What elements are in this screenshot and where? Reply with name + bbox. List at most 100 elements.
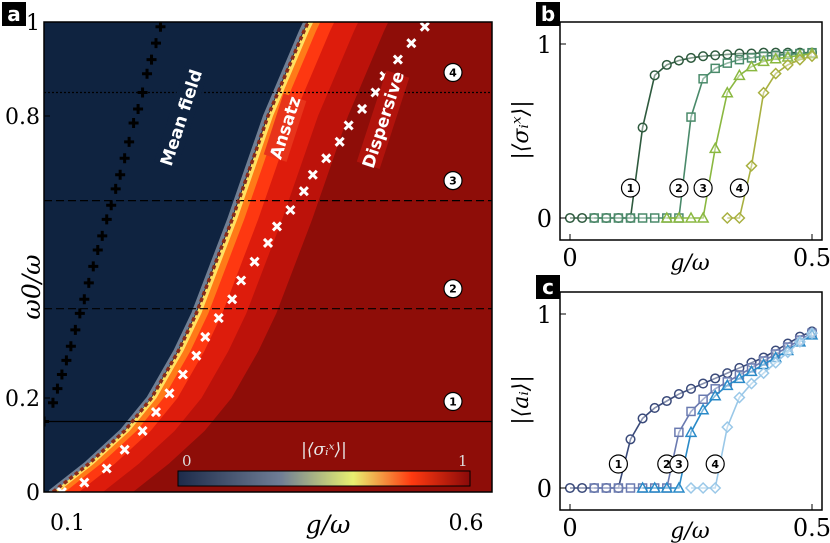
curve-number-text: 3 <box>699 182 707 195</box>
series-1-point <box>577 212 588 224</box>
a-ytick-label: 0 <box>26 481 40 506</box>
series-3-point <box>733 68 746 81</box>
mean-field-point <box>155 22 166 32</box>
curve-number-text: 1 <box>615 458 623 471</box>
series-1-point <box>661 59 672 70</box>
mean-field-point <box>44 416 49 427</box>
series-1-point <box>564 482 576 494</box>
cut-marker-4: 4 <box>443 62 463 83</box>
series-2-point <box>710 384 720 394</box>
dispersive-point <box>285 204 296 216</box>
series-2-point <box>601 483 612 493</box>
series-2-point <box>625 483 636 493</box>
panel-b-xlabel: g/ω <box>670 251 709 276</box>
panel-c-label: c <box>542 275 554 299</box>
phase-boundary-series <box>44 22 430 492</box>
colorbar-gradient <box>177 470 471 487</box>
dispersive-point <box>262 237 274 248</box>
series-4-point <box>697 481 710 495</box>
series-2-point <box>589 483 599 493</box>
dispersive-point <box>392 54 403 65</box>
series-2-point <box>625 213 636 223</box>
series-3-point <box>769 52 782 64</box>
curve-number-circle <box>620 178 641 198</box>
dispersive-point <box>334 136 345 147</box>
dispersive-point <box>150 407 162 418</box>
series-2-point <box>686 406 696 417</box>
mean-field-point <box>151 38 161 49</box>
mean-field-point <box>70 324 81 335</box>
cut-marker-1: 1 <box>443 391 463 412</box>
dispersive-point <box>271 221 283 232</box>
dispersive-point <box>119 444 130 455</box>
series-3-point <box>636 481 649 493</box>
series-2-point <box>637 213 648 223</box>
curve-number-4: 4 <box>705 454 725 474</box>
mean-field-point <box>137 87 148 98</box>
mean-field-point <box>83 277 94 288</box>
mean-field-point <box>74 308 85 319</box>
front-band-3 <box>52 22 321 492</box>
series-4-point <box>793 335 806 348</box>
series-2-point <box>734 54 745 65</box>
series-3-point <box>696 211 710 223</box>
curve-number-circle <box>669 454 689 474</box>
panel-a-label-box <box>2 2 26 26</box>
series-1-point <box>685 383 697 394</box>
panel-a-xlabel: g/ω <box>306 510 351 539</box>
mean-field-point <box>119 153 130 164</box>
curve-number-3: 3 <box>693 178 713 198</box>
panel-b: 1 2 3 4 0 1 0 0.5 |⟨σᵢˣ⟩| g/ω b <box>509 2 830 276</box>
dispersive-point <box>79 477 90 488</box>
mean-field-point <box>110 183 121 194</box>
dispersive-point <box>321 153 332 164</box>
series-4-point <box>721 211 734 225</box>
ytick-label: 1 <box>537 31 552 59</box>
series-3-point <box>672 481 686 493</box>
series-2-point <box>649 213 660 223</box>
series-2-point <box>613 483 624 493</box>
series-2-point <box>722 58 733 68</box>
series-2-point <box>710 63 720 74</box>
series-3-point <box>757 54 770 67</box>
series-1-point <box>710 50 721 61</box>
curve-number-1: 1 <box>608 454 629 474</box>
series-4-point <box>781 346 794 359</box>
mean-field-point <box>56 369 67 380</box>
cut-marker-circle <box>443 171 463 191</box>
mean-field-point <box>92 244 103 255</box>
a-xtick-label: 0.6 <box>449 511 484 536</box>
a-xtick-label: 0.1 <box>50 511 85 536</box>
dispersive-point <box>419 22 430 32</box>
series-1-point <box>637 413 648 424</box>
series-4-point <box>721 421 734 434</box>
series-2-point <box>698 394 708 405</box>
series-3-point <box>684 211 698 223</box>
series-1-point <box>673 388 684 400</box>
series-1-point <box>722 49 733 60</box>
series-4-point <box>805 327 819 340</box>
series-3-point <box>781 50 795 62</box>
series-4-point <box>745 377 758 390</box>
mean-field-point <box>52 383 63 394</box>
curve-number-text: 4 <box>736 182 744 195</box>
colorbar-label: |⟨σᵢˣ⟩| <box>301 440 347 460</box>
series-3-point <box>672 211 686 223</box>
mean-field-point <box>88 261 99 272</box>
mean-field-point <box>142 68 153 79</box>
series-1-point <box>710 373 721 384</box>
cut-marker-3: 3 <box>443 171 463 191</box>
colorbar-max: 1 <box>458 452 468 470</box>
series-4-point <box>793 53 806 66</box>
cut-marker-number: 4 <box>449 67 457 80</box>
dispersive-point <box>213 313 224 324</box>
mean-field-point <box>128 118 139 129</box>
series-3-point <box>721 86 734 98</box>
series-4-point <box>805 50 819 63</box>
mean-field-point <box>65 341 76 352</box>
series-2-point <box>686 112 696 122</box>
dispersive-point <box>200 331 211 342</box>
series-2-point <box>601 213 612 223</box>
series-1-point <box>637 122 648 133</box>
